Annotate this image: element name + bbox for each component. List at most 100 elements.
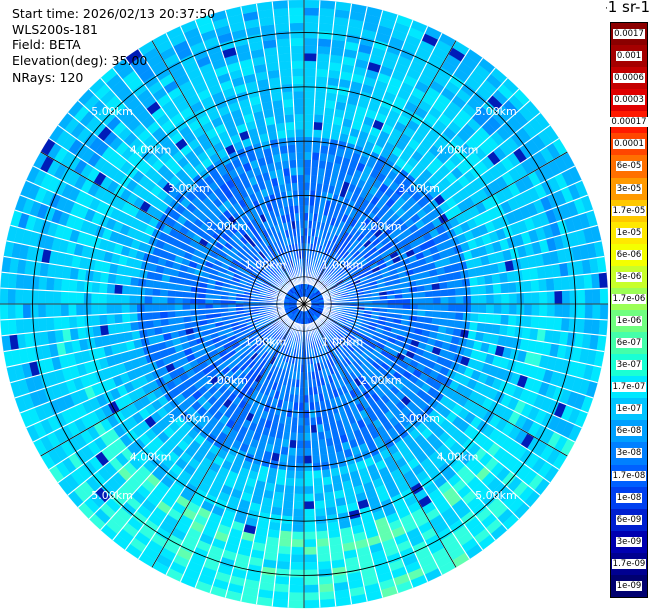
- backscatter-cell: [91, 292, 100, 305]
- backscatter-cell: [303, 478, 314, 487]
- backscatter-cell: [317, 560, 332, 570]
- colorbar-tick-label: 0.0017: [613, 29, 645, 40]
- backscatter-cell: [303, 106, 315, 115]
- backscatter-cell: [280, 76, 293, 85]
- backscatter-cell: [303, 531, 317, 540]
- backscatter-cell: [303, 189, 311, 198]
- backscatter-cell: [275, 568, 291, 578]
- backscatter-cell: [523, 303, 533, 317]
- backscatter-cell: [303, 30, 319, 39]
- backscatter-cell: [152, 287, 161, 297]
- backscatter-cell: [455, 287, 464, 297]
- colorbar-level: 0.001: [611, 45, 647, 68]
- colorbar-level: 6e-05: [611, 155, 647, 178]
- backscatter-cell: [322, 122, 333, 132]
- backscatter-cell: [303, 470, 314, 479]
- backscatter-cell: [492, 283, 502, 295]
- backscatter-cell: [560, 276, 570, 291]
- colorbar: 0.0017 0.001 0.0006 0.0003 0.00017 0.0001 6e-0…: [610, 22, 648, 598]
- backscatter-cell: [290, 554, 305, 563]
- backscatter-cell: [113, 293, 123, 305]
- backscatter-cell: [318, 23, 334, 33]
- backscatter-cell: [311, 447, 321, 456]
- backscatter-cell: [592, 288, 601, 305]
- backscatter-cell: [316, 545, 331, 555]
- backscatter-cell: [76, 280, 85, 293]
- backscatter-cell: [60, 291, 69, 305]
- colorbar-tick-label: 1e-05: [615, 227, 643, 238]
- backscatter-cell: [287, 152, 297, 161]
- backscatter-cell: [283, 485, 295, 494]
- backscatter-cell: [106, 303, 115, 315]
- backscatter-cell: [295, 151, 305, 160]
- backscatter-cell: [293, 98, 305, 107]
- backscatter-cell: [303, 113, 315, 123]
- backscatter-cell: [319, 0, 336, 10]
- backscatter-cell: [38, 317, 48, 332]
- backscatter-cell: [292, 508, 305, 517]
- backscatter-cell: [313, 106, 325, 116]
- backscatter-cell: [30, 275, 40, 291]
- backscatter-cell: [288, 15, 305, 24]
- backscatter-cell: [425, 303, 434, 311]
- backscatter-cell: [498, 271, 509, 284]
- backscatter-cell: [53, 290, 62, 305]
- backscatter-cell: [492, 313, 502, 325]
- backscatter-cell: [7, 303, 16, 320]
- backscatter-cell: [297, 182, 305, 191]
- backscatter-cell: [311, 152, 321, 161]
- backscatter-cell: [290, 45, 305, 54]
- colorbar-level: 1.7e-05: [611, 199, 647, 222]
- backscatter-cell: [275, 122, 286, 132]
- colorbar-tick-label: 6e-06: [615, 249, 643, 260]
- backscatter-cell: [291, 75, 305, 85]
- backscatter-cell: [297, 189, 305, 198]
- backscatter-cell: [167, 296, 176, 305]
- backscatter-cell: [440, 296, 449, 305]
- backscatter-cell: [303, 151, 313, 160]
- colorbar-level: 1e-05: [611, 221, 647, 244]
- backscatter-cell: [278, 538, 292, 548]
- backscatter-cell: [15, 303, 24, 320]
- backscatter-cell: [303, 592, 320, 601]
- backscatter-cell: [303, 410, 311, 419]
- backscatter-cell: [174, 297, 183, 305]
- backscatter-cell: [303, 432, 312, 441]
- backscatter-cell: [293, 113, 305, 123]
- backscatter-cell: [501, 293, 510, 305]
- backscatter-cell: [539, 303, 548, 317]
- backscatter-cell: [303, 0, 321, 9]
- backscatter-cell: [289, 569, 305, 578]
- backscatter-cell: [447, 287, 456, 297]
- backscatter-cell: [303, 7, 320, 16]
- backscatter-cell: [289, 577, 305, 586]
- backscatter-cell: [53, 316, 63, 331]
- backscatter-cell: [577, 303, 586, 319]
- backscatter-cell: [287, 447, 297, 456]
- backscatter-cell: [121, 312, 131, 324]
- field-text: Field: BETA: [12, 37, 81, 52]
- backscatter-cell: [288, 584, 305, 593]
- backscatter-cell: [277, 53, 292, 63]
- backscatter-cell: [92, 325, 102, 338]
- backscatter-cell: [315, 68, 329, 78]
- backscatter-cell: [75, 291, 85, 305]
- backscatter-cell: [151, 303, 160, 313]
- backscatter-cell: [561, 303, 571, 319]
- backscatter-cell: [323, 107, 336, 117]
- backscatter-cell: [0, 303, 9, 321]
- backscatter-cell: [303, 493, 315, 502]
- backscatter-cell: [315, 523, 328, 532]
- backscatter-cell: [303, 174, 311, 183]
- backscatter-cell: [159, 296, 168, 305]
- backscatter-cell: [291, 539, 305, 548]
- backscatter-cell: [318, 583, 335, 593]
- backscatter-cell: [291, 60, 305, 69]
- backscatter-cell: [37, 289, 47, 305]
- backscatter-cell: [508, 292, 517, 305]
- backscatter-cell: [303, 121, 314, 130]
- backscatter-cell: [432, 296, 441, 305]
- backscatter-cell: [317, 568, 333, 578]
- backscatter-cell: [312, 470, 323, 479]
- range-ring-label: 3.00km: [398, 182, 440, 195]
